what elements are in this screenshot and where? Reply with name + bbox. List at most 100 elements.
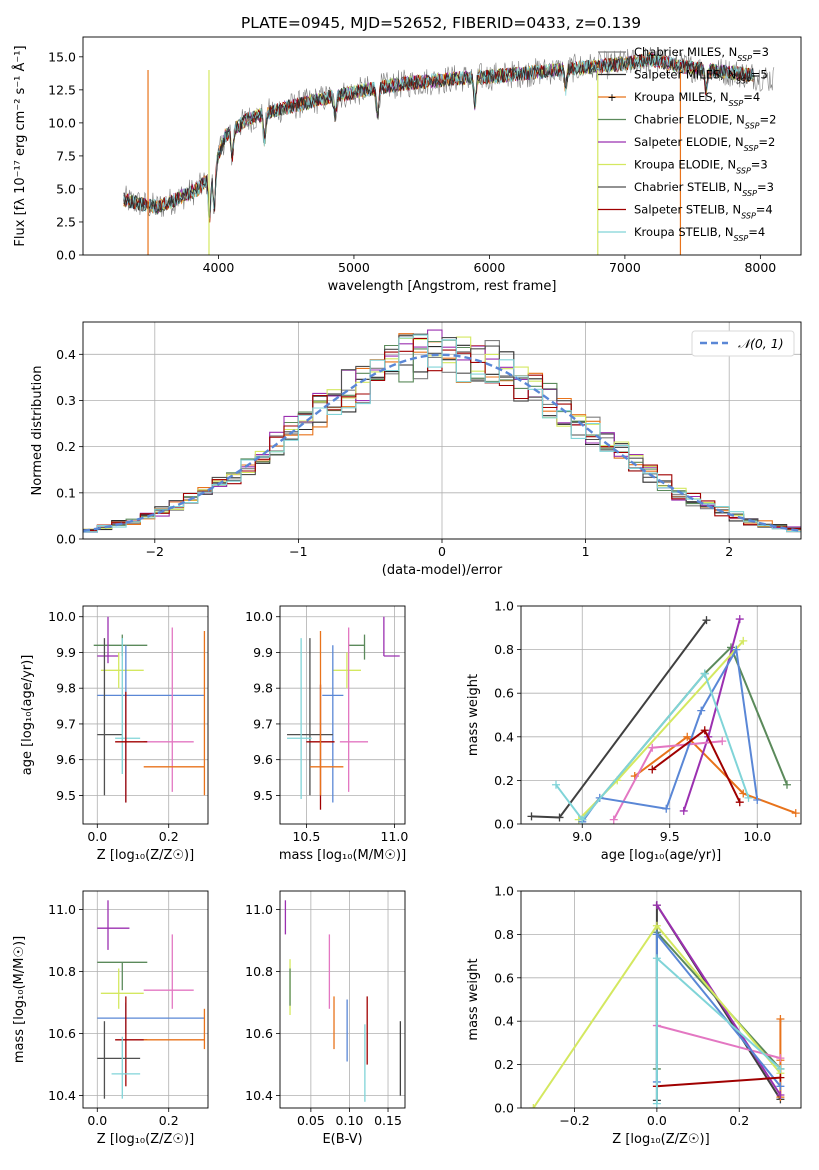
legend-value: =3 [751, 158, 768, 172]
legend-sub: SSP [734, 234, 749, 243]
weight-marker [776, 1064, 785, 1073]
y-tick-label: 0.8 [494, 927, 514, 942]
y-tick-label: 5.0 [56, 181, 76, 196]
legend-label: 𝒩(0, 1) [738, 336, 784, 351]
weight-marker [776, 1073, 785, 1082]
legend-label-6: Chabrier STELIB, NSSP=3 [634, 180, 774, 198]
y-tick-label: 0.4 [494, 729, 514, 744]
weight-marker [683, 732, 692, 741]
weight-marker [753, 796, 762, 805]
y-tick-label: 10.6 [245, 1026, 273, 1041]
axes-frame [520, 890, 802, 1109]
weight-line-4 [656, 1024, 781, 1060]
y-tick-label: 15.0 [48, 49, 76, 64]
y-tick-label: 9.7 [253, 716, 273, 731]
plot-area [83, 329, 801, 533]
y-tick-label: 9.6 [253, 752, 273, 767]
y-axis-label: mass weight [466, 958, 481, 1040]
x-tick-label: 0.0 [647, 1113, 667, 1128]
weight-marker [700, 726, 709, 735]
weight-marker [679, 806, 688, 815]
weight-marker [529, 1104, 538, 1108]
legend-label-3: Chabrier ELODIE, NSSP=2 [634, 113, 776, 131]
x-tick-label: 0.15 [374, 1113, 402, 1128]
legend-sub: SSP [737, 54, 752, 63]
axes-frame [82, 890, 209, 1109]
x-axis-label: Z [log₁₀(Z/Z☉)] [97, 848, 194, 863]
legend-sub: SSP [745, 121, 760, 130]
axes-frame [520, 605, 802, 825]
weight-marker [735, 798, 744, 807]
legend-label-2: Kroupa MILES, NSSP=4 [634, 90, 760, 108]
weight-line-2 [634, 735, 797, 815]
legend-marker: + [607, 91, 616, 104]
legend-value: =4 [756, 203, 773, 217]
x-axis-label: Z [log₁₀(Z/Z☉)] [612, 1132, 709, 1147]
weight-vs-age-panel: 9.0 9.5 10.0 0.0 0.2 0.4 0.6 0.8 1.0 age [log₁₀(a… [466, 599, 802, 863]
legend-label-1: Salpeter MILES, NSSP=5 [634, 68, 768, 86]
x-tick-label: 0 [438, 544, 446, 559]
legend-sub: SSP [744, 144, 759, 153]
y-tick-label: 11.0 [48, 902, 76, 917]
y-tick-label: 0.2 [56, 439, 76, 454]
legend-value: =4 [748, 225, 765, 239]
x-tick-label: 6000 [474, 260, 506, 275]
weight-marker [744, 793, 753, 802]
y-axis-label: mass [log₁₀(M/M☉)] [12, 936, 27, 1063]
weight-line-6 [655, 931, 782, 1087]
plot-area [284, 900, 402, 1102]
x-axis-label: age [log₁₀(age/yr)] [601, 848, 722, 863]
legend-label-0: Chabrier MILES, NSSP=3 [634, 45, 769, 63]
legend-sub: SSP [729, 99, 744, 108]
y-tick-label: 0.8 [494, 642, 514, 657]
plot-area [123, 46, 775, 255]
y-tick-label: 12.5 [48, 82, 76, 97]
age-vs-mass-panel: 10.5 11.0 9.5 9.6 9.7 9.8 9.9 10.0 mass [log₁₀(M… [245, 605, 408, 863]
legend-sub: SSP [736, 76, 751, 85]
plot-area [97, 900, 206, 1099]
y-axis-label: age [log₁₀(age/yr)] [20, 655, 35, 776]
x-tick-label: 9.5 [660, 829, 680, 844]
legend-value: =4 [743, 90, 760, 104]
y-tick-label: 9.9 [56, 645, 76, 660]
y-tick-label: 0.0 [56, 248, 76, 263]
mass-vs-z-panel: 0.0 0.2 10.4 10.6 10.8 11.0 Z [log₁₀(Z/Z☉)] mas… [12, 890, 209, 1147]
weight-marker [697, 706, 706, 715]
y-tick-label: 1.0 [494, 884, 514, 899]
weight-marker [718, 737, 727, 746]
y-axis-label: Flux [fλ 10⁻¹⁷ erg cm⁻² s⁻¹ Å⁻¹] [12, 45, 28, 246]
x-axis-label: E(B-V) [322, 1132, 362, 1147]
y-tick-label: 0.0 [494, 1101, 514, 1116]
x-axis-label: wavelength [Angstrom, rest frame] [328, 279, 557, 294]
x-tick-label: 10.0 [743, 829, 771, 844]
weight-marker [702, 616, 711, 625]
weight-marker [609, 815, 618, 824]
legend-value: =2 [758, 135, 775, 149]
weight-marker [527, 812, 536, 821]
y-tick-label: 1.0 [494, 599, 514, 614]
x-axis-label: (data-model)/error [382, 563, 503, 578]
axes-frame [82, 605, 209, 825]
y-tick-label: 0.2 [494, 1057, 514, 1072]
x-tick-label: 8000 [744, 260, 776, 275]
y-tick-label: 0.2 [494, 773, 514, 788]
y-tick-label: 10.8 [245, 964, 273, 979]
weight-marker [648, 765, 657, 774]
weight-marker [662, 804, 671, 813]
x-tick-label: −2 [146, 544, 164, 559]
weight-marker [552, 780, 560, 789]
y-tick-label: 10.0 [48, 609, 76, 624]
gaussian-curve [83, 353, 801, 533]
weight-marker [652, 921, 661, 930]
x-tick-label: 10.5 [292, 829, 320, 844]
weight-line-7 [651, 728, 741, 803]
y-tick-label: 0.6 [494, 970, 514, 985]
y-tick-label: 10.0 [48, 115, 76, 130]
legend-value: =3 [757, 180, 774, 194]
y-tick-label: 10.4 [245, 1088, 273, 1103]
weight-marker [578, 815, 587, 824]
y-axis-label: Normed distribution [30, 366, 45, 496]
y-tick-label: 9.6 [56, 752, 76, 767]
axes-frame [82, 36, 802, 256]
